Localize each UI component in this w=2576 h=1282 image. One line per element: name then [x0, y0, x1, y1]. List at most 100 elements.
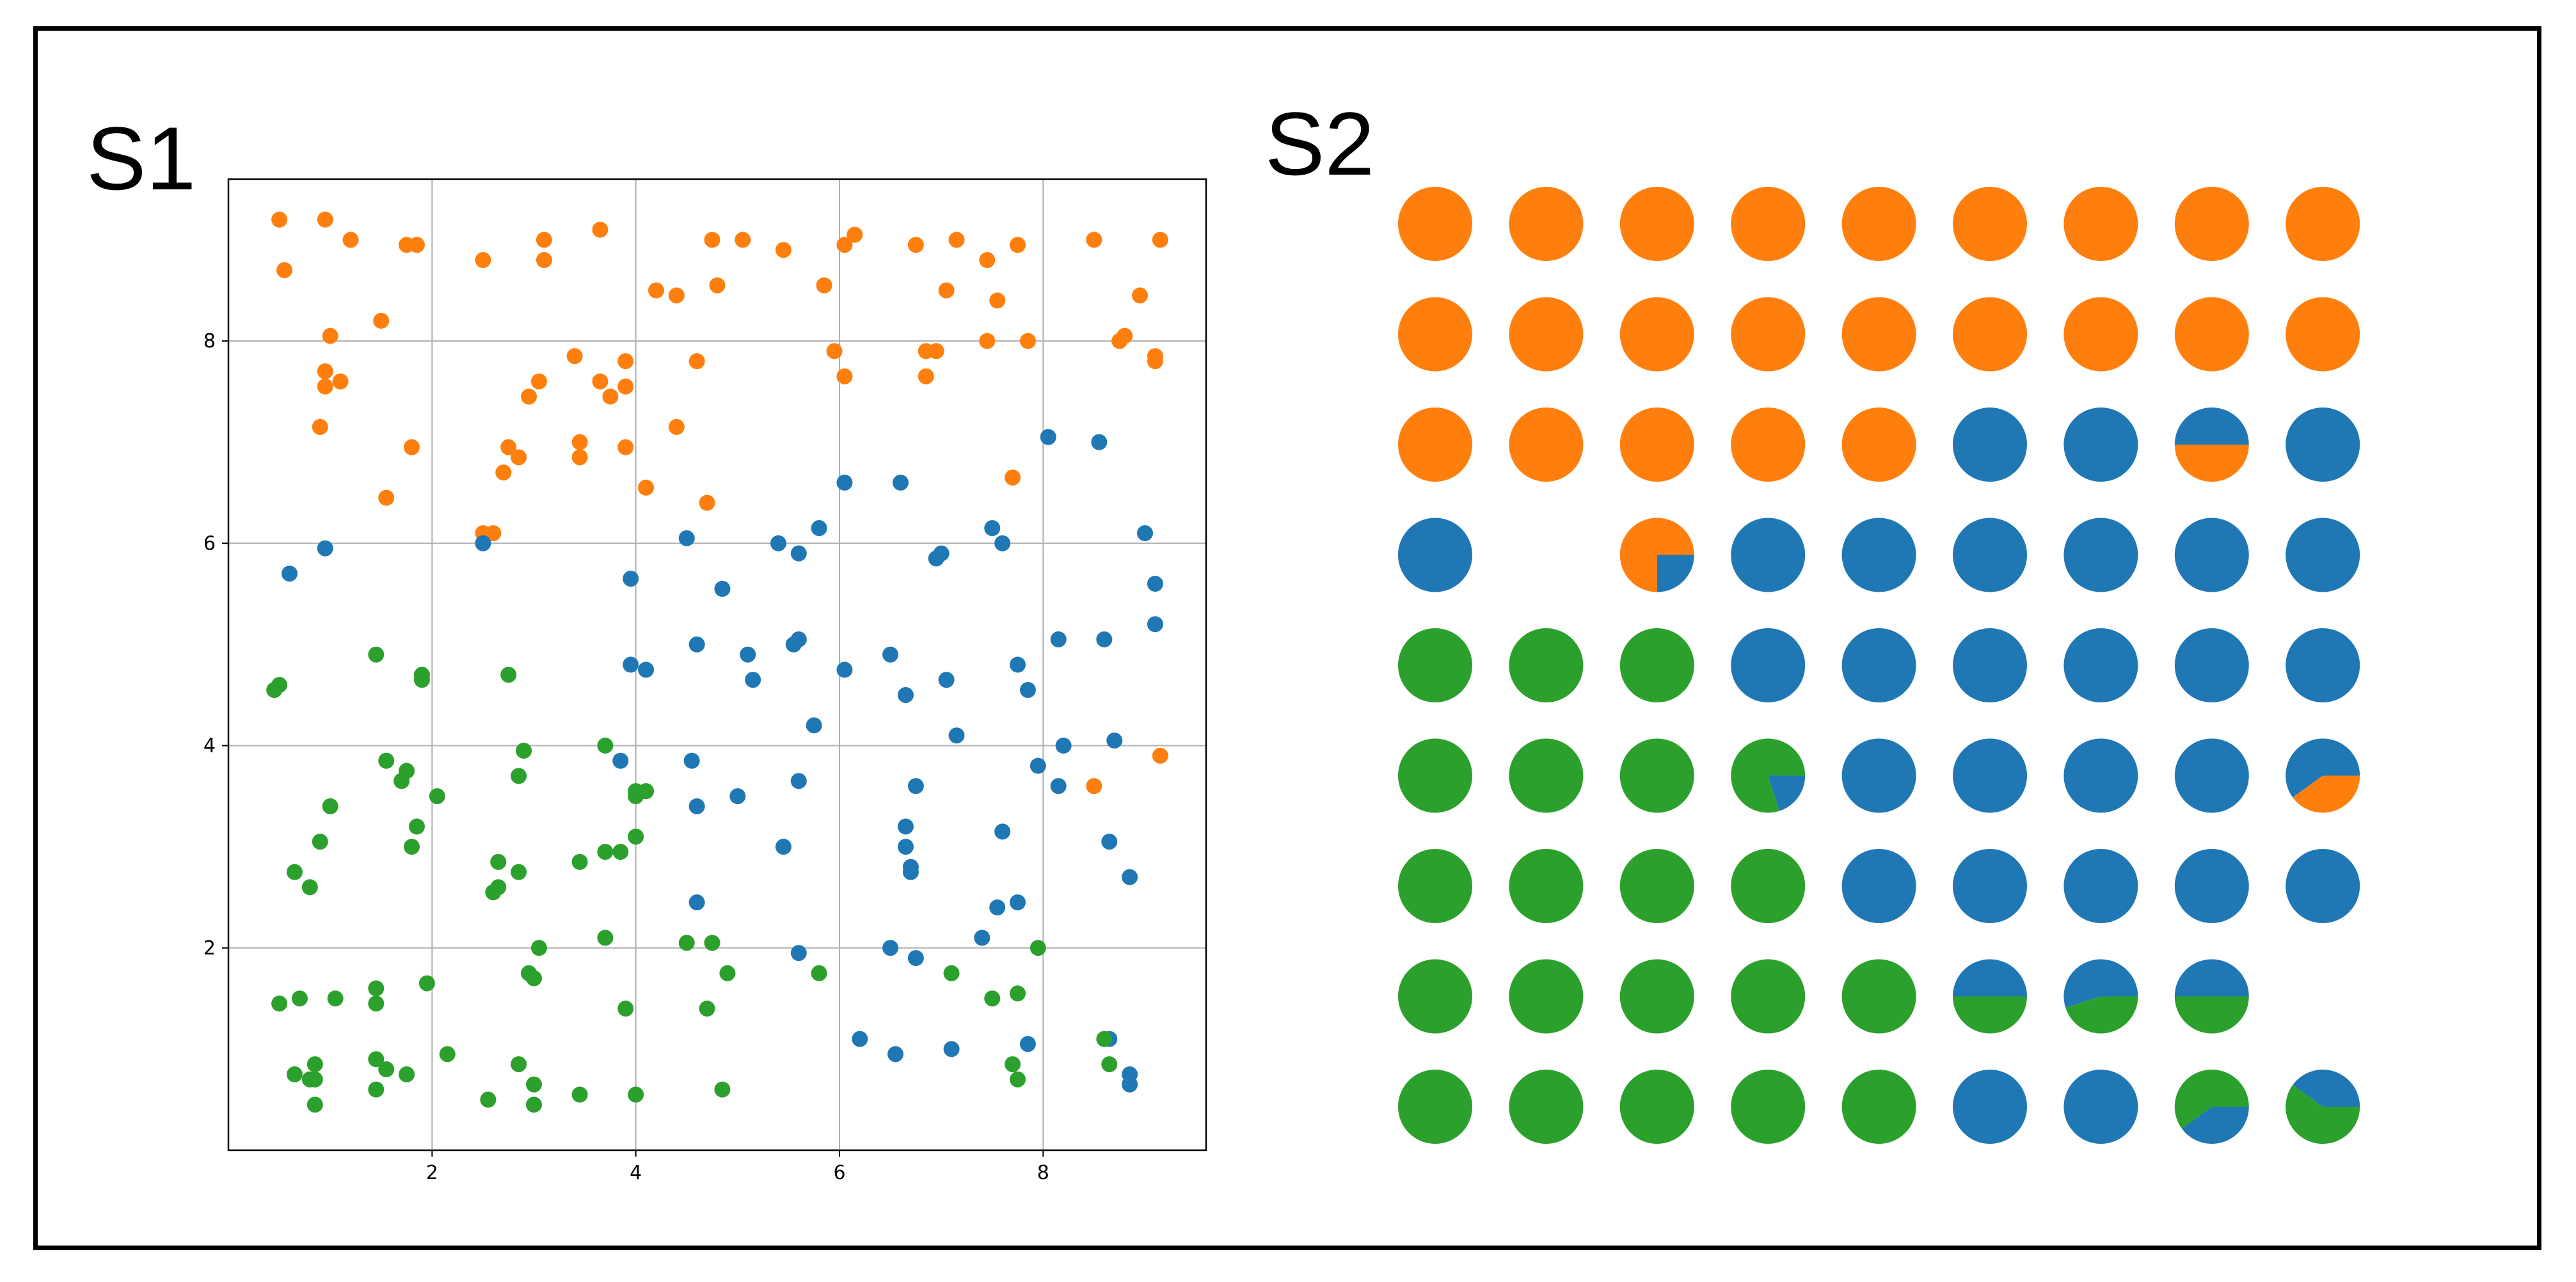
pie-slice — [2065, 996, 2138, 1034]
pie-marker — [2063, 187, 2138, 261]
scatter-point — [312, 834, 328, 850]
scatter-point — [811, 520, 827, 537]
scatter-point — [327, 990, 344, 1007]
scatter-point — [571, 1086, 588, 1103]
scatter-point — [714, 580, 731, 597]
scatter-point — [745, 672, 761, 688]
scatter-point — [948, 727, 965, 744]
scatter-point — [668, 418, 685, 435]
scatter-point — [688, 798, 705, 814]
pie-marker — [1619, 738, 1694, 813]
scatter-point — [994, 535, 1011, 551]
scatter-point — [897, 686, 914, 703]
scatter-point — [638, 661, 655, 678]
scatter-point — [571, 449, 588, 466]
scatter-point — [418, 975, 435, 992]
pie-marker — [2286, 297, 2360, 372]
scatter-point — [984, 520, 1001, 537]
pie-marker — [2174, 187, 2249, 261]
scatter-point — [893, 474, 909, 491]
pie-marker — [1509, 738, 1584, 813]
pie-marker — [2174, 297, 2249, 372]
scatter-point — [404, 439, 420, 455]
scatter-point — [317, 540, 333, 557]
scatter-point — [938, 282, 955, 299]
scatter-point — [342, 232, 359, 248]
scatter-point — [511, 449, 527, 466]
pie-marker — [1841, 187, 1916, 261]
scatter-point — [617, 439, 634, 455]
scatter-point — [1050, 631, 1067, 647]
pie-marker — [2174, 628, 2249, 702]
scatter-point — [770, 535, 786, 551]
scatter-point — [571, 853, 588, 870]
scatter-point — [1106, 732, 1123, 749]
scatter-point — [648, 282, 664, 299]
scatter-point — [882, 940, 899, 956]
pie-marker — [1731, 187, 1806, 261]
scatter-point — [979, 252, 996, 268]
scatter-point — [775, 839, 791, 855]
pie-grid — [1398, 187, 2360, 1144]
scatter-point — [623, 571, 639, 587]
scatter-point — [897, 839, 914, 855]
pie-marker — [1841, 1070, 1916, 1144]
scatter-point — [526, 1096, 542, 1113]
scatter-point — [989, 292, 1006, 309]
scatter-point — [276, 262, 293, 278]
axes-frame — [227, 178, 1207, 1151]
pie-marker — [1509, 187, 1584, 261]
scatter-point — [897, 818, 914, 835]
scatter-point — [1030, 940, 1046, 956]
scatter-point — [1096, 1031, 1113, 1047]
scatter-point — [404, 839, 420, 855]
pie-slice — [2293, 775, 2360, 813]
pie-marker — [1953, 187, 2027, 261]
y-tick-label: 4 — [203, 735, 216, 757]
scatter-point — [1019, 1036, 1036, 1052]
scatter-point — [1101, 834, 1118, 850]
pie-marker — [1509, 849, 1584, 923]
scatter-point — [902, 859, 919, 875]
y-tick-label: 6 — [203, 532, 216, 555]
pie-marker — [1509, 628, 1584, 702]
scatter-point — [526, 970, 542, 986]
scatter-point — [704, 232, 720, 248]
scatter-point — [368, 1081, 385, 1098]
pie-marker — [2286, 408, 2360, 482]
scatter-point — [429, 788, 445, 805]
pie-marker — [1398, 959, 1472, 1034]
scatter-point — [332, 373, 349, 390]
pie-marker — [1841, 518, 1916, 592]
pie-marker — [1509, 959, 1584, 1034]
scatter-point — [485, 884, 502, 901]
pie-marker — [2286, 849, 2360, 923]
scatter-point — [480, 1091, 497, 1108]
pie-marker — [1619, 1070, 1694, 1144]
pie-marker — [1619, 297, 1694, 372]
pie-marker — [1841, 738, 1916, 813]
pie-marker — [1731, 408, 1806, 482]
pie-slice — [2293, 1070, 2360, 1107]
pie-slice — [2063, 959, 2138, 1008]
scatter-point — [516, 742, 532, 759]
scatter-point — [729, 788, 746, 805]
scatter-point — [282, 566, 298, 582]
scatter-point — [592, 221, 608, 238]
scatter-point — [638, 783, 655, 800]
scatter-point — [984, 990, 1001, 1007]
pie-marker — [2063, 1070, 2138, 1144]
scatter-point — [373, 312, 390, 329]
scatter-point — [699, 495, 715, 511]
scatter-point — [475, 535, 491, 551]
scatter-point — [1010, 1071, 1026, 1088]
scatter-point — [907, 237, 924, 253]
scatter-point — [602, 388, 619, 405]
scatter-point — [943, 965, 960, 981]
scatter-point — [688, 353, 705, 370]
pie-marker — [1841, 849, 1916, 923]
pie-marker — [2063, 628, 2138, 702]
scatter-point — [816, 277, 832, 294]
pie-slice — [2174, 408, 2249, 445]
pie-marker — [1398, 738, 1472, 813]
